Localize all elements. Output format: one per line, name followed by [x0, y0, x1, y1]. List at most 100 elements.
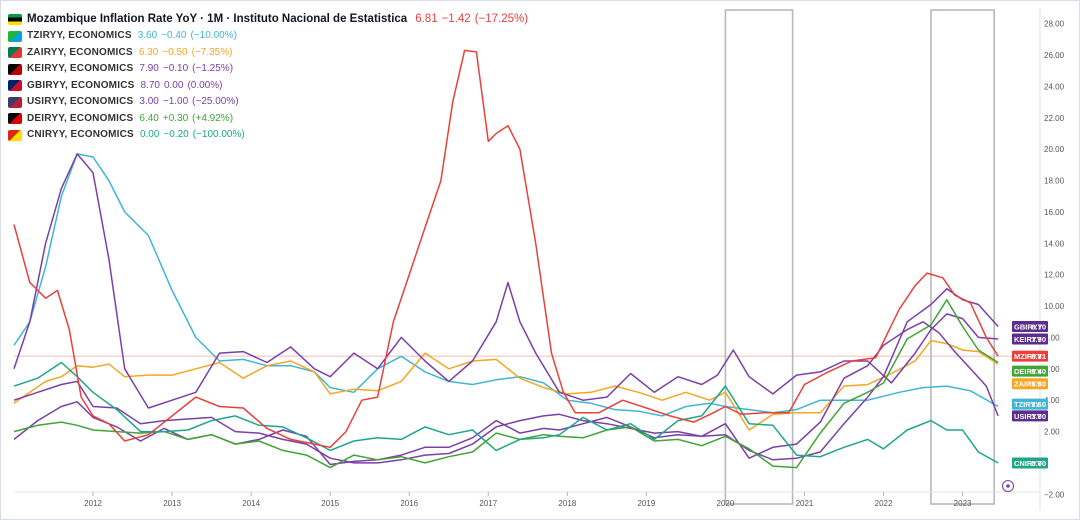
y-tick-label: 12.00: [1044, 271, 1065, 280]
price-tag-symbol: KEIRYY: [1014, 335, 1042, 344]
price-tag-symbol: ZAIRYY: [1014, 380, 1041, 389]
legend-change-pct: (−25.00%): [192, 96, 239, 107]
legend-value: 7.90: [139, 63, 159, 74]
legend-symbol: GBIRYY, ECONOMICS: [27, 79, 135, 91]
x-tick-label: 2022: [875, 499, 893, 508]
y-tick-label: −2.00: [1044, 490, 1065, 499]
highlight-box-2: [930, 9, 995, 505]
price-tag-bg: [1012, 365, 1048, 377]
price-tag-value: 6.30: [1031, 380, 1046, 389]
legend-symbol: CNIRYY, ECONOMICS: [27, 129, 134, 140]
legend-value: 3.60: [137, 30, 158, 41]
legend-symbol: TZIRYY, ECONOMICS: [27, 30, 132, 41]
legend-change: +0.30: [162, 112, 189, 124]
legend-symbol: ZAIRYY, ECONOMICS: [27, 46, 133, 58]
legend-value: 6.30: [138, 46, 159, 58]
x-tick-label: 2018: [558, 499, 576, 508]
price-tag-symbol: DEIRYY: [1014, 367, 1042, 376]
y-tick-label: 2.00: [1044, 428, 1060, 437]
series-line-gbiryy: [13, 288, 999, 464]
price-tag-value: 0.00: [1031, 459, 1046, 468]
series-line-cniryy: [13, 361, 999, 464]
legend-change-pct: (−1.25%): [192, 63, 234, 74]
x-tick-label: 2020: [717, 499, 735, 508]
legend-row-usiryy[interactable]: USIRYY, ECONOMICS 3.00 −1.00 (−25.00%): [8, 94, 528, 111]
price-tag-symbol: USIRYY: [1014, 412, 1042, 421]
legend-row-keiryy[interactable]: KEIRYY, ECONOMICS 7.90 −0.10 (−1.25%): [8, 61, 528, 78]
price-tag-value: 6.40: [1031, 367, 1046, 376]
legend-value: 0.00: [139, 129, 160, 140]
legend-row-gbiryy[interactable]: GBIRYY, ECONOMICS 8.70 0.00 (0.00%): [8, 78, 528, 95]
series-line-usiryy: [13, 321, 999, 466]
series-line-zairyy: [13, 339, 999, 431]
legend-change: −0.40: [161, 30, 187, 41]
price-tag-bg: [1012, 398, 1048, 410]
tanzania-flag-icon: [8, 30, 22, 42]
scroll-to-realtime-icon[interactable]: [1002, 480, 1014, 492]
legend-change-pct: (+4.92%): [192, 112, 234, 124]
y-tick-label: 16.00: [1044, 208, 1065, 217]
usa-flag-icon: [8, 96, 22, 108]
price-tag-bg: [1012, 410, 1048, 422]
y-tick-label: 4.00: [1044, 396, 1060, 405]
y-tick-label: 22.00: [1044, 114, 1065, 123]
price-tag-value: 3.60: [1031, 400, 1046, 409]
x-tick-label: 2023: [954, 499, 972, 508]
price-tag-symbol: MZIRYY: [1014, 352, 1042, 361]
x-tick-label: 2017: [479, 499, 497, 508]
legend-row-deiryy[interactable]: DEIRYY, ECONOMICS 6.40 +0.30 (+4.92%): [8, 111, 528, 128]
x-tick-label: 2016: [400, 499, 418, 508]
price-tag-symbol: TZIRYY: [1014, 400, 1040, 409]
x-tick-label: 2012: [84, 499, 102, 508]
legend-change-pct: (−10.00%): [190, 30, 237, 41]
legend-change: −0.50: [162, 46, 188, 58]
legend-symbol: USIRYY, ECONOMICS: [27, 96, 134, 107]
mozambique-flag-icon: [8, 13, 22, 25]
legend-title-row[interactable]: Mozambique Inflation Rate YoY · 1M · Ins…: [8, 10, 528, 28]
legend-row-zairyy[interactable]: ZAIRYY, ECONOMICS 6.30 −0.50 (−7.35%): [8, 45, 528, 62]
y-tick-label: 18.00: [1044, 177, 1065, 186]
germany-flag-icon: [8, 113, 22, 125]
legend-change: 0.00: [163, 79, 184, 91]
x-tick-label: 2015: [321, 499, 339, 508]
series-line-keiryy: [13, 153, 999, 409]
price-tag-value: 7.90: [1031, 335, 1046, 344]
legend-change: −0.20: [163, 129, 189, 140]
price-tag-value: 3.00: [1031, 412, 1046, 421]
series-line-tziryy: [13, 153, 999, 417]
price-tag-symbol: CNIRYY: [1014, 459, 1042, 468]
y-tick-label: 14.00: [1044, 239, 1065, 248]
uk-flag-icon: [8, 80, 22, 92]
price-tag-bg: [1012, 320, 1048, 332]
legend-row-tziryy[interactable]: TZIRYY, ECONOMICS 3.60 −0.40 (−10.00%): [8, 28, 528, 45]
china-flag-icon: [8, 129, 22, 141]
legend-row-cniryy[interactable]: CNIRYY, ECONOMICS 0.00 −0.20 (−100.00%): [8, 127, 528, 144]
y-tick-label: 24.00: [1044, 82, 1065, 91]
price-tag-bg: [1012, 333, 1048, 345]
y-tick-label: 8.00: [1044, 333, 1060, 342]
legend-value: 8.70: [140, 79, 160, 91]
scroll-to-realtime-dot: [1006, 484, 1010, 488]
y-tick-label: 26.00: [1044, 51, 1065, 60]
legend: Mozambique Inflation Rate YoY · 1M · Ins…: [8, 10, 528, 144]
x-tick-label: 2021: [796, 499, 814, 508]
price-tag-bg: [1012, 350, 1048, 362]
legend-change: −1.00: [162, 96, 189, 107]
y-tick-label: 10.00: [1044, 302, 1065, 311]
series-line-mozambique-inflation-rate-yoy: [13, 49, 999, 449]
legend-change-pct: (0.00%): [187, 79, 223, 91]
title-change-pct: (−17.25%): [474, 12, 529, 25]
south-africa-flag-icon: [8, 47, 22, 59]
kenya-flag-icon: [8, 63, 22, 75]
x-tick-label: 2014: [242, 499, 260, 508]
legend-symbol: DEIRYY, ECONOMICS: [27, 112, 134, 124]
